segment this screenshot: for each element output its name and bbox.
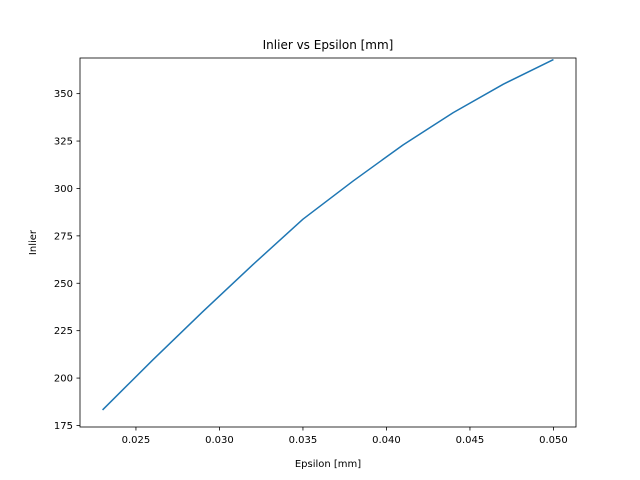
y-tick-label: 350: [54, 89, 73, 100]
x-axis-ticks: 0.025 0.030 0.035 0.040 0.045 0.050: [122, 427, 568, 446]
y-tick-label: 250: [54, 279, 73, 290]
x-tick-label: 0.050: [539, 435, 568, 446]
y-tick-label: 275: [54, 231, 73, 242]
x-tick-label: 0.040: [372, 435, 401, 446]
chart-title: Inlier vs Epsilon [mm]: [263, 38, 394, 52]
y-tick-label: 225: [54, 326, 73, 337]
series-line-0: [102, 58, 554, 411]
y-tick-label: 175: [54, 421, 73, 432]
x-tick-label: 0.030: [205, 435, 234, 446]
x-tick-label: 0.035: [289, 435, 318, 446]
y-tick-label: 300: [54, 184, 73, 195]
x-tick-label: 0.025: [122, 435, 151, 446]
plot-frame: [79, 57, 577, 428]
y-axis-ticks: 175 200 225 250 275 300 325 350: [54, 89, 80, 432]
series-layer: [102, 58, 554, 411]
y-axis-label: Inlier: [28, 229, 39, 255]
x-tick-label: 0.045: [456, 435, 485, 446]
y-tick-label: 200: [54, 374, 73, 385]
x-axis-label: Epsilon [mm]: [295, 459, 361, 470]
y-tick-label: 325: [54, 137, 73, 148]
plot-area: [80, 58, 576, 427]
